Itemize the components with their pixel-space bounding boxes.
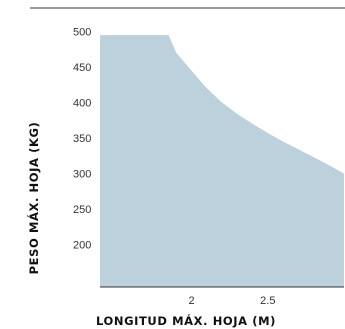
area-layer — [100, 35, 344, 288]
y-tick-label: 350 — [73, 133, 91, 145]
y-tick-labels: 200 250 300 350 400 450 500 — [73, 27, 91, 252]
y-tick-label: 450 — [73, 62, 91, 74]
y-tick-label: 250 — [73, 204, 91, 216]
x-tick-label: 2.5 — [260, 295, 275, 307]
x-tick-labels: 2 2.5 — [188, 295, 275, 307]
y-tick-label: 400 — [73, 98, 91, 110]
y-tick-label: 200 — [73, 239, 91, 251]
area-series — [100, 35, 344, 287]
y-tick-label: 300 — [73, 169, 91, 181]
y-tick-label: 500 — [73, 27, 91, 39]
x-axis-title: LONGITUD MÁX. HOJA (M) — [96, 313, 276, 328]
y-axis-title: PESO MÁX. HOJA (KG) — [26, 122, 41, 275]
x-tick-label: 2 — [188, 295, 194, 307]
